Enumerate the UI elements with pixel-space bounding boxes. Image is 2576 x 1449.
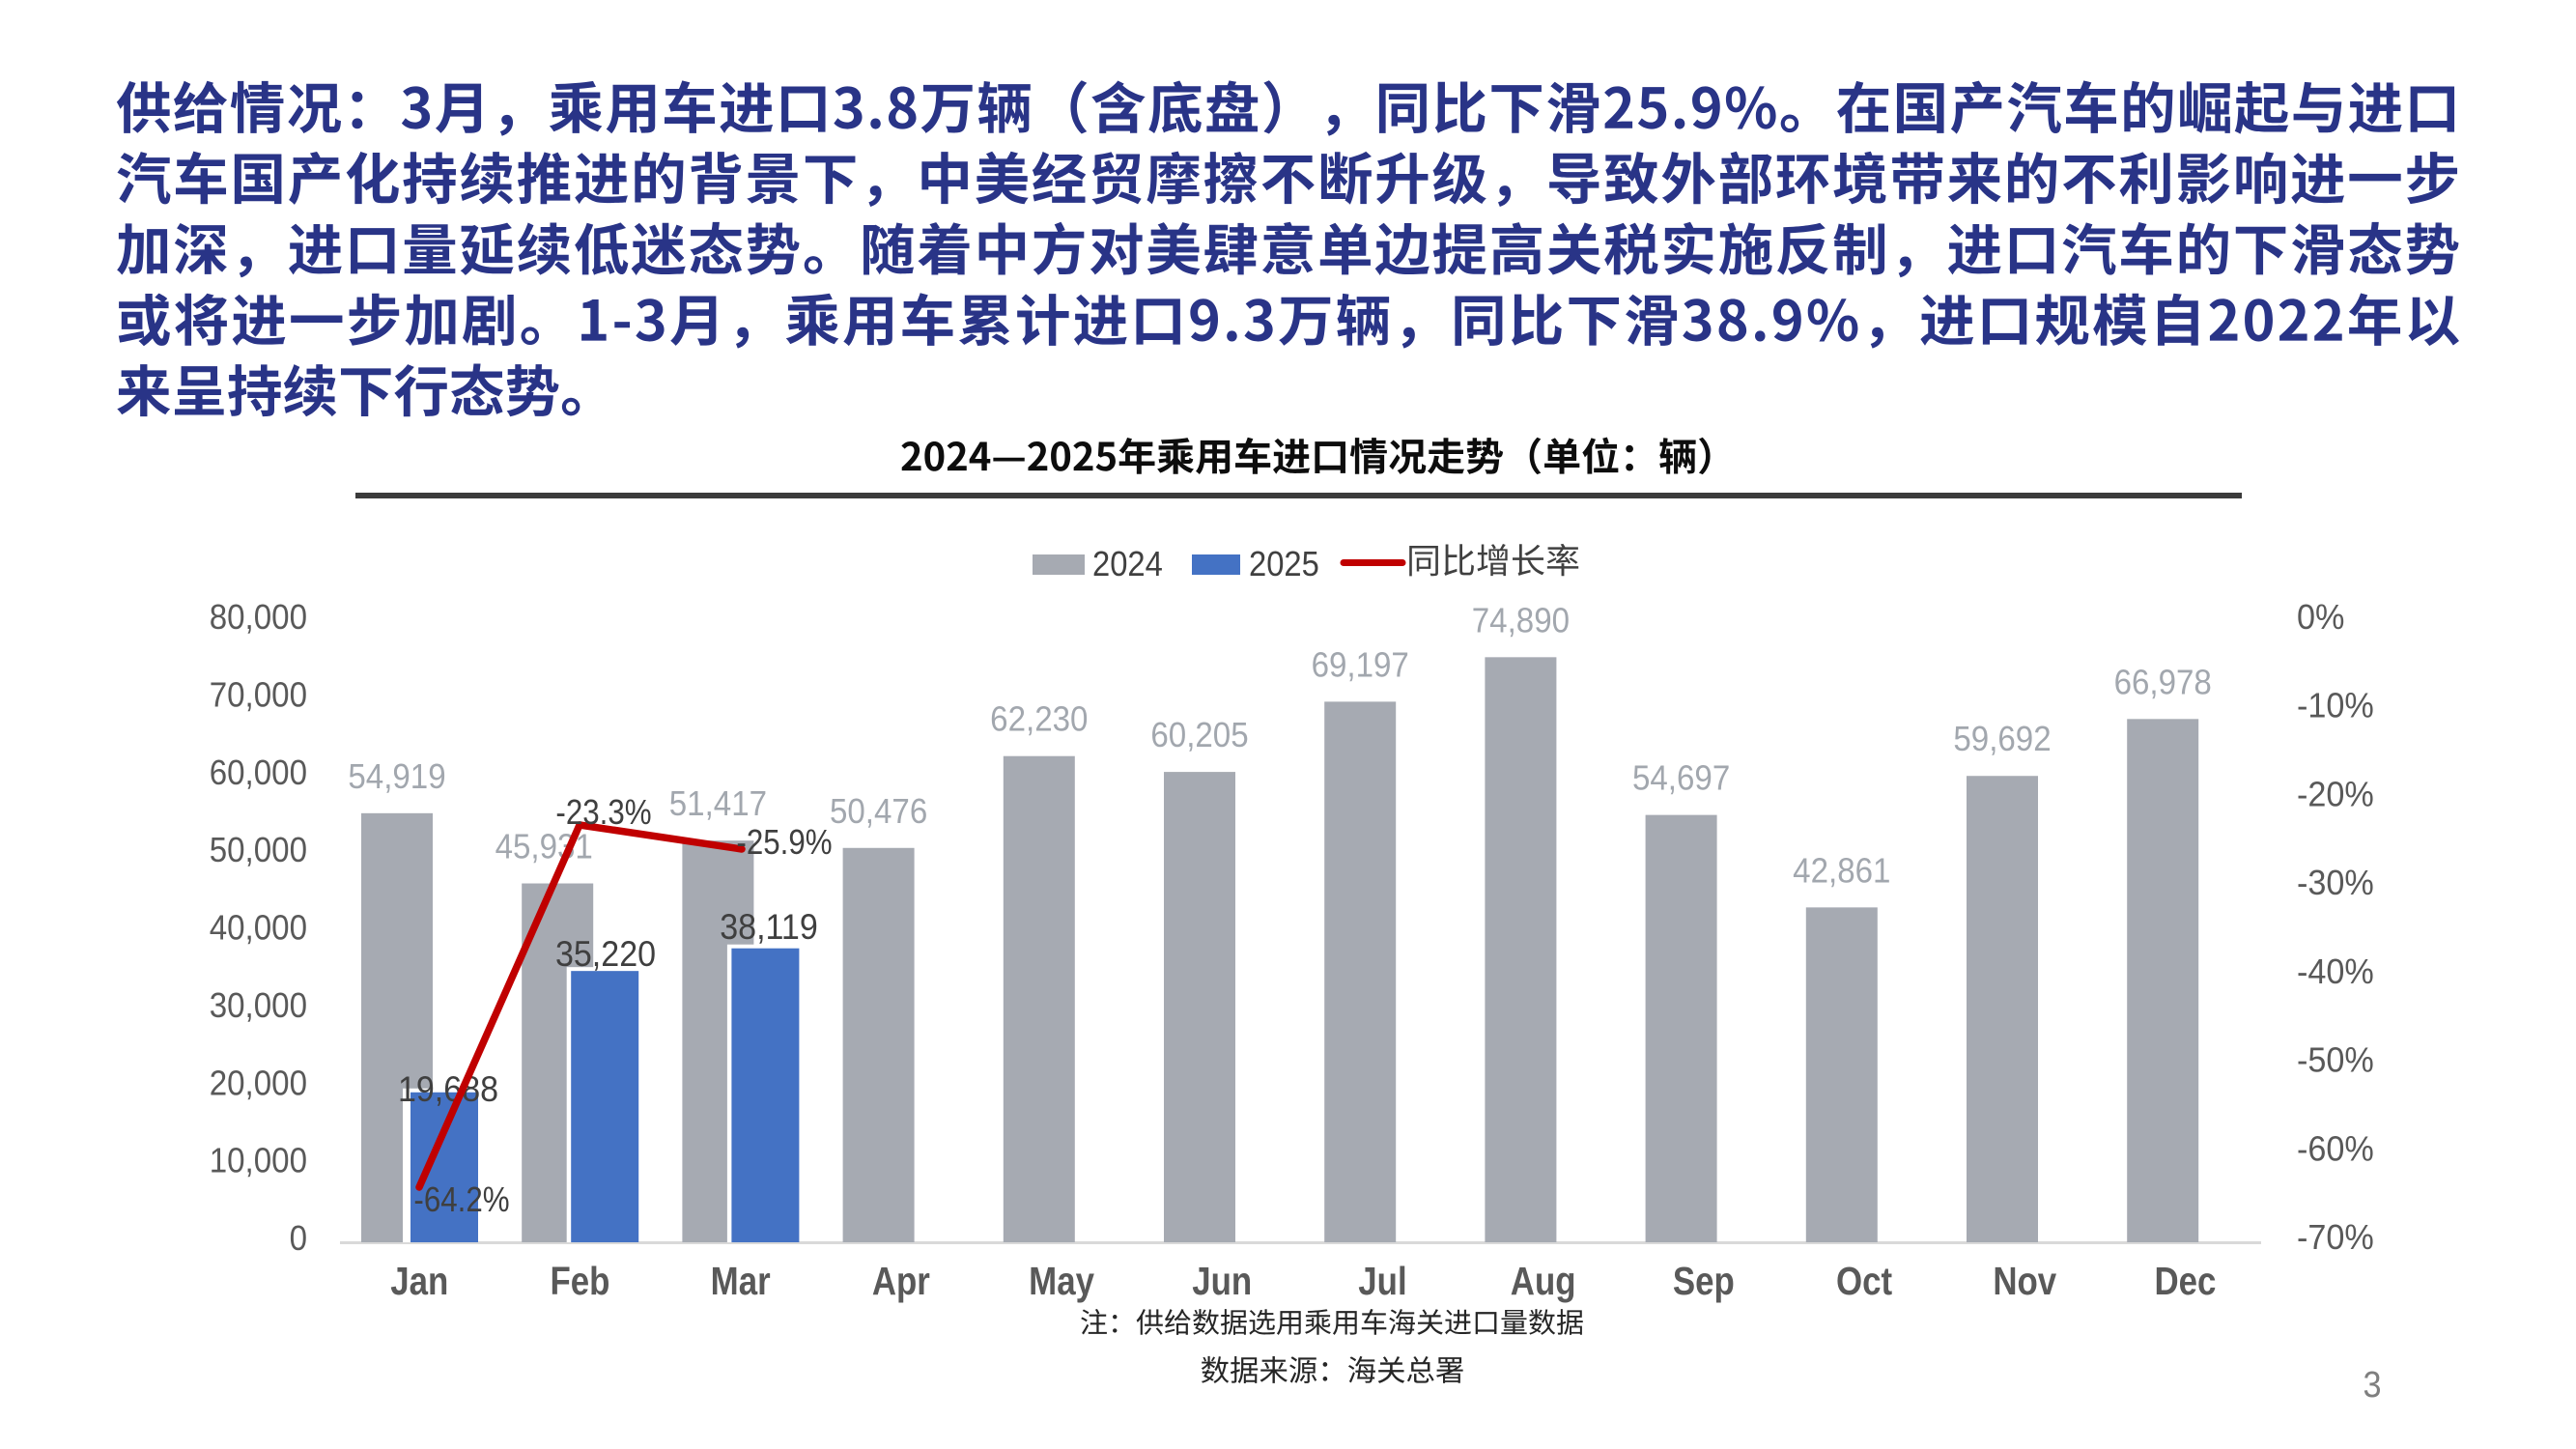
- svg-text:51,417: 51,417: [669, 785, 767, 824]
- svg-text:Mar: Mar: [711, 1260, 771, 1303]
- svg-text:60,000: 60,000: [210, 754, 307, 793]
- svg-text:69,197: 69,197: [1312, 646, 1409, 685]
- svg-text:2024: 2024: [1092, 546, 1163, 584]
- svg-text:Jun: Jun: [1192, 1260, 1252, 1303]
- svg-text:74,890: 74,890: [1472, 602, 1570, 640]
- svg-text:42,861: 42,861: [1793, 852, 1890, 891]
- svg-text:-10%: -10%: [2297, 687, 2374, 725]
- svg-text:Sep: Sep: [1673, 1260, 1735, 1303]
- svg-text:66,978: 66,978: [2114, 664, 2212, 702]
- svg-text:Jul: Jul: [1358, 1260, 1406, 1303]
- svg-text:Dec: Dec: [2154, 1260, 2216, 1303]
- svg-text:-20%: -20%: [2297, 776, 2374, 814]
- svg-text:-70%: -70%: [2297, 1218, 2374, 1257]
- svg-text:Nov: Nov: [1993, 1260, 2056, 1303]
- svg-text:May: May: [1029, 1260, 1094, 1303]
- svg-text:59,692: 59,692: [1953, 721, 2051, 759]
- svg-text:40,000: 40,000: [210, 909, 307, 948]
- svg-text:Jan: Jan: [390, 1260, 448, 1303]
- svg-text:-30%: -30%: [2297, 864, 2374, 902]
- svg-text:Apr: Apr: [872, 1260, 930, 1303]
- svg-text:20,000: 20,000: [210, 1065, 307, 1103]
- svg-text:54,697: 54,697: [1632, 759, 1730, 798]
- svg-text:Feb: Feb: [550, 1260, 609, 1303]
- svg-text:10,000: 10,000: [210, 1142, 307, 1180]
- svg-text:70,000: 70,000: [210, 676, 307, 715]
- svg-text:Oct: Oct: [1836, 1260, 1892, 1303]
- svg-text:Aug: Aug: [1511, 1260, 1576, 1303]
- svg-text:30,000: 30,000: [210, 987, 307, 1026]
- svg-text:62,230: 62,230: [990, 700, 1088, 739]
- svg-text:50,000: 50,000: [210, 832, 307, 870]
- svg-text:-64.2%: -64.2%: [413, 1180, 509, 1220]
- svg-text:19,688: 19,688: [398, 1069, 498, 1110]
- svg-text:2025: 2025: [1249, 546, 1319, 584]
- svg-text:80,000: 80,000: [210, 599, 307, 638]
- svg-text:-23.3%: -23.3%: [555, 793, 651, 833]
- svg-text:-50%: -50%: [2297, 1041, 2374, 1080]
- svg-text:35,220: 35,220: [555, 934, 656, 975]
- svg-text:-60%: -60%: [2297, 1130, 2374, 1169]
- svg-text:54,919: 54,919: [348, 758, 445, 797]
- svg-text:-25.9%: -25.9%: [736, 823, 832, 863]
- svg-text:0%: 0%: [2297, 598, 2344, 637]
- svg-text:3: 3: [2363, 1363, 2381, 1405]
- svg-text:50,476: 50,476: [830, 793, 927, 832]
- svg-text:0: 0: [290, 1220, 307, 1259]
- svg-text:-40%: -40%: [2297, 952, 2374, 991]
- svg-text:38,119: 38,119: [720, 907, 818, 948]
- svg-text:60,205: 60,205: [1150, 717, 1248, 755]
